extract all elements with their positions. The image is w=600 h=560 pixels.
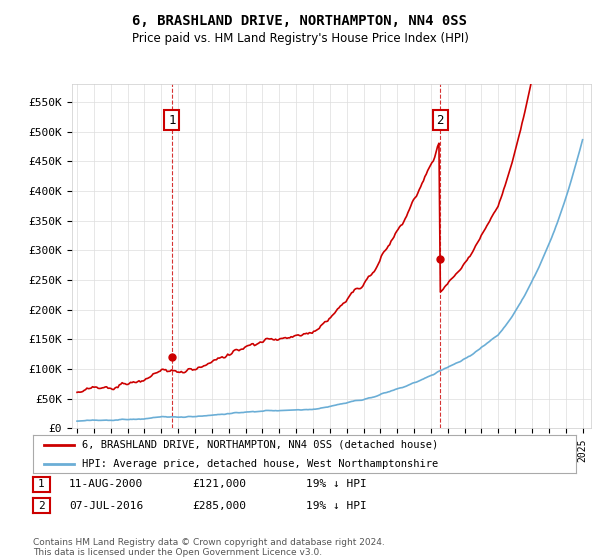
Text: 1: 1: [38, 479, 45, 489]
Text: 11-AUG-2000: 11-AUG-2000: [69, 479, 143, 489]
Text: £285,000: £285,000: [192, 501, 246, 511]
Text: 19% ↓ HPI: 19% ↓ HPI: [306, 479, 367, 489]
Text: 6, BRASHLAND DRIVE, NORTHAMPTON, NN4 0SS: 6, BRASHLAND DRIVE, NORTHAMPTON, NN4 0SS: [133, 14, 467, 28]
Text: 07-JUL-2016: 07-JUL-2016: [69, 501, 143, 511]
Text: 19% ↓ HPI: 19% ↓ HPI: [306, 501, 367, 511]
Text: Price paid vs. HM Land Registry's House Price Index (HPI): Price paid vs. HM Land Registry's House …: [131, 32, 469, 45]
Text: 2: 2: [38, 501, 45, 511]
Text: Contains HM Land Registry data © Crown copyright and database right 2024.
This d: Contains HM Land Registry data © Crown c…: [33, 538, 385, 557]
Text: 1: 1: [168, 114, 176, 127]
Text: 2: 2: [436, 114, 444, 127]
Text: 6, BRASHLAND DRIVE, NORTHAMPTON, NN4 0SS (detached house): 6, BRASHLAND DRIVE, NORTHAMPTON, NN4 0SS…: [82, 440, 438, 450]
Text: HPI: Average price, detached house, West Northamptonshire: HPI: Average price, detached house, West…: [82, 459, 438, 469]
Text: £121,000: £121,000: [192, 479, 246, 489]
